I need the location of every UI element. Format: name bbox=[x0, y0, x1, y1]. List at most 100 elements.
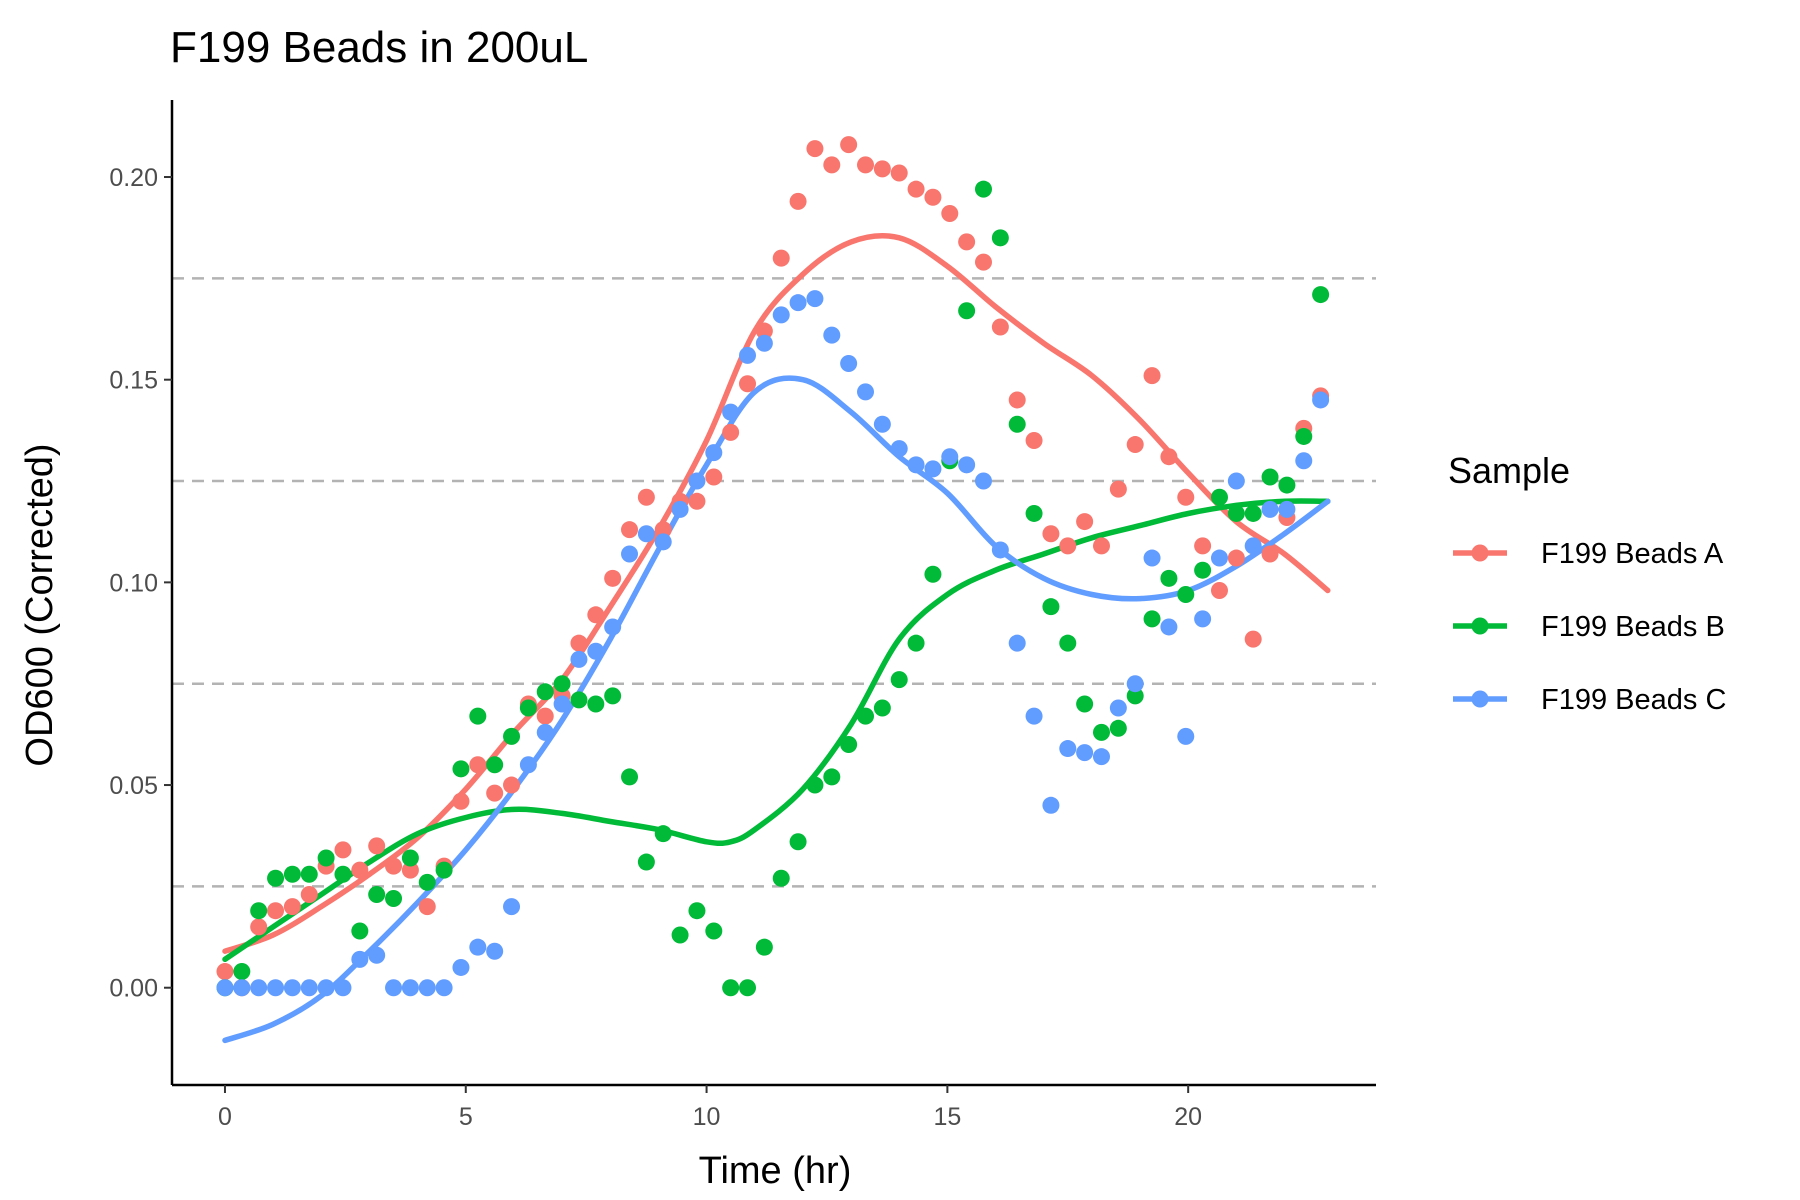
data-point bbox=[1261, 545, 1279, 563]
data-point bbox=[570, 634, 588, 652]
data-point bbox=[1194, 537, 1212, 555]
data-point bbox=[233, 963, 251, 981]
y-tick-label: 0.20 bbox=[109, 164, 158, 192]
data-point bbox=[216, 963, 234, 981]
data-point bbox=[334, 841, 352, 859]
data-point bbox=[250, 979, 268, 997]
data-point bbox=[418, 873, 436, 891]
data-point bbox=[671, 926, 689, 944]
data-point bbox=[536, 707, 554, 725]
data-point bbox=[907, 180, 925, 198]
reference-lines bbox=[172, 277, 1376, 888]
legend-label: F199 Beads B bbox=[1541, 611, 1725, 643]
data-point bbox=[604, 618, 622, 636]
data-point bbox=[486, 942, 504, 960]
data-point bbox=[1059, 740, 1077, 758]
data-point bbox=[587, 606, 605, 624]
data-point bbox=[1160, 448, 1178, 466]
data-point bbox=[1278, 500, 1296, 518]
data-point bbox=[1227, 549, 1245, 567]
data-point bbox=[755, 938, 773, 956]
data-point bbox=[503, 776, 521, 794]
data-point bbox=[772, 249, 790, 267]
data-point bbox=[1008, 391, 1026, 409]
data-point bbox=[1194, 610, 1212, 628]
data-point bbox=[654, 825, 672, 843]
data-point bbox=[1160, 618, 1178, 636]
data-point bbox=[1042, 525, 1060, 543]
data-point bbox=[1194, 561, 1212, 579]
data-point bbox=[958, 233, 976, 251]
data-point bbox=[385, 979, 403, 997]
data-point bbox=[587, 695, 605, 713]
data-point bbox=[385, 890, 403, 908]
fit-line bbox=[222, 232, 1331, 954]
data-point bbox=[621, 521, 639, 539]
data-point bbox=[250, 902, 268, 920]
data-point bbox=[1177, 727, 1195, 745]
data-point bbox=[317, 979, 335, 997]
data-point bbox=[857, 156, 875, 174]
data-point bbox=[1244, 537, 1262, 555]
data-point bbox=[435, 979, 453, 997]
data-point bbox=[1109, 480, 1127, 498]
data-point bbox=[1278, 476, 1296, 494]
data-point bbox=[604, 569, 622, 587]
data-point bbox=[604, 687, 622, 705]
legend-marker bbox=[1471, 544, 1489, 562]
data-point bbox=[789, 294, 807, 312]
data-point bbox=[519, 699, 537, 717]
data-point bbox=[1295, 452, 1313, 470]
data-point bbox=[1042, 598, 1060, 616]
data-point bbox=[1076, 513, 1094, 531]
data-point bbox=[688, 472, 706, 490]
data-point bbox=[1143, 549, 1161, 567]
data-point bbox=[873, 699, 891, 717]
data-point bbox=[873, 160, 891, 178]
data-point bbox=[991, 229, 1009, 247]
data-point bbox=[486, 784, 504, 802]
data-point bbox=[570, 691, 588, 709]
data-point bbox=[1160, 569, 1178, 587]
legend-label: F199 Beads A bbox=[1541, 538, 1724, 570]
data-point bbox=[1244, 504, 1262, 522]
data-point bbox=[300, 865, 318, 883]
data-point bbox=[739, 346, 757, 364]
data-point bbox=[250, 918, 268, 936]
chart-title: F199 Beads in 200uL bbox=[170, 23, 588, 72]
data-point bbox=[637, 488, 655, 506]
data-point bbox=[283, 898, 301, 916]
data-point bbox=[1109, 699, 1127, 717]
data-point bbox=[486, 756, 504, 774]
data-point bbox=[351, 861, 369, 879]
data-point bbox=[705, 922, 723, 940]
data-point bbox=[1227, 504, 1245, 522]
data-point bbox=[688, 492, 706, 510]
data-point bbox=[1312, 286, 1330, 304]
data-point bbox=[1076, 695, 1094, 713]
data-point bbox=[823, 156, 841, 174]
data-point bbox=[570, 650, 588, 668]
data-point bbox=[1261, 500, 1279, 518]
data-point bbox=[755, 322, 773, 340]
data-point bbox=[840, 136, 858, 154]
data-point bbox=[401, 861, 419, 879]
y-tick-label: 0.05 bbox=[109, 772, 158, 800]
data-point bbox=[1092, 723, 1110, 741]
data-point bbox=[974, 472, 992, 490]
data-point bbox=[907, 456, 925, 474]
data-point bbox=[1227, 472, 1245, 490]
data-point bbox=[1092, 537, 1110, 555]
data-point bbox=[368, 885, 386, 903]
data-point bbox=[890, 671, 908, 689]
x-axis-title: Time (hr) bbox=[699, 1150, 852, 1192]
data-point bbox=[1092, 748, 1110, 766]
data-point bbox=[621, 545, 639, 563]
data-point bbox=[1109, 719, 1127, 737]
data-point bbox=[1042, 796, 1060, 814]
data-point bbox=[469, 938, 487, 956]
legend-items: F199 Beads A F199 Beads B F199 Beads C bbox=[1453, 538, 1726, 716]
data-point bbox=[452, 760, 470, 778]
